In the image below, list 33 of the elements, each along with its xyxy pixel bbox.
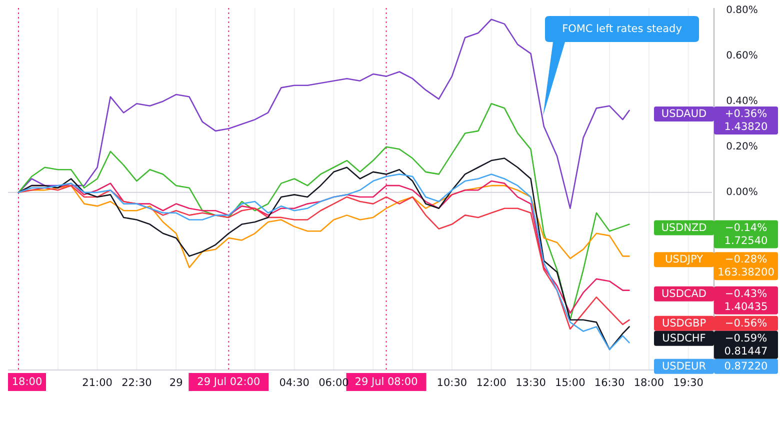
x-tick-label: 29 <box>169 377 183 389</box>
x-tick-label: 21:00 <box>82 377 112 389</box>
text: USDCHF <box>662 332 706 344</box>
text: USDAUD <box>661 108 707 120</box>
text: USDJPY <box>664 254 704 266</box>
text: −0.43% 1.40435 <box>724 288 768 313</box>
text: USDGBP <box>662 317 706 330</box>
ref-line-label: 29 Jul 08:00 <box>354 376 418 388</box>
y-tick-label: 0.00% <box>726 186 758 198</box>
y-tick-label: 0.20% <box>726 141 758 152</box>
text: 0.87220 <box>724 360 768 372</box>
text: USDNZD <box>661 222 707 234</box>
text: −0.59% 0.81447 <box>724 332 768 358</box>
x-tick-label: 22:30 <box>122 377 152 389</box>
x-tick-label: 10:30 <box>436 377 468 389</box>
x-tick-label: 15:00 <box>555 377 586 389</box>
text: USDEUR <box>662 360 706 372</box>
x-tick-label: 12:00 <box>476 377 506 389</box>
text: USDCAD <box>661 288 707 300</box>
y-tick-label: 0.80% <box>726 4 758 16</box>
x-tick-label: 04:30 <box>279 377 310 389</box>
text: −0.56% <box>724 317 768 330</box>
x-tick-label: 13:30 <box>516 377 546 389</box>
text: −0.14% 1.72540 <box>724 222 768 247</box>
x-tick-label: 19:30 <box>673 377 704 389</box>
ref-line-label: 29 Jul 02:00 <box>197 376 260 388</box>
text: −0.28% 163.38200 <box>718 254 774 279</box>
text: +0.36% 1.43820 <box>724 108 768 133</box>
x-tick-label: 18:00 <box>634 377 664 389</box>
y-tick-label: 0.40% <box>726 96 758 107</box>
y-tick-label: 0.60% <box>726 50 758 62</box>
x-tick-label: 16:30 <box>594 377 625 389</box>
annotation: FOMC left rates steady <box>562 23 682 35</box>
